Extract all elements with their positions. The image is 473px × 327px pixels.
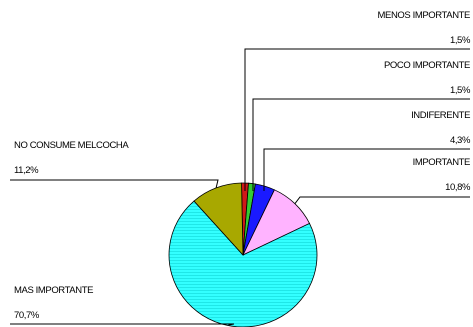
slice-label-indiferente: INDIFERENTE xyxy=(411,110,470,121)
leader-lines xyxy=(10,48,470,326)
leader-line-mas-importante xyxy=(10,323,235,326)
slice-label-mas-importante: MAS IMPORTANTE xyxy=(14,285,93,296)
slice-labels: MENOS IMPORTANTE 1,5% POCO IMPORTANTE 1,5% I… xyxy=(14,10,471,321)
leader-line-poco-importante xyxy=(252,98,470,191)
leader-line-indiferente xyxy=(263,148,470,191)
leader-line-no-consume-melcocha xyxy=(10,179,219,189)
slice-value-poco-importante: 1,5% xyxy=(450,85,471,96)
leader-line-menos-importante xyxy=(244,48,470,191)
slice-value-menos-importante: 1,5% xyxy=(450,35,471,46)
leader-line-importante xyxy=(294,196,470,205)
slice-value-mas-importante: 70,7% xyxy=(14,310,40,321)
slice-label-menos-importante: MENOS IMPORTANTE xyxy=(378,10,471,21)
slice-value-indiferente: 4,3% xyxy=(450,135,471,146)
slice-label-no-consume-melcocha: NO CONSUME MELCOCHA xyxy=(14,140,129,151)
slice-value-importante: 10,8% xyxy=(445,182,471,193)
pie-slice-mas-importante xyxy=(168,200,318,327)
slice-label-poco-importante: POCO IMPORTANTE xyxy=(384,60,470,71)
slice-value-no-consume-melcocha: 11,2% xyxy=(14,165,39,176)
pie-slices xyxy=(168,182,318,327)
slice-label-importante: IMPORTANTE xyxy=(413,157,470,168)
pie-slice-no-consume-melcocha xyxy=(193,182,244,257)
